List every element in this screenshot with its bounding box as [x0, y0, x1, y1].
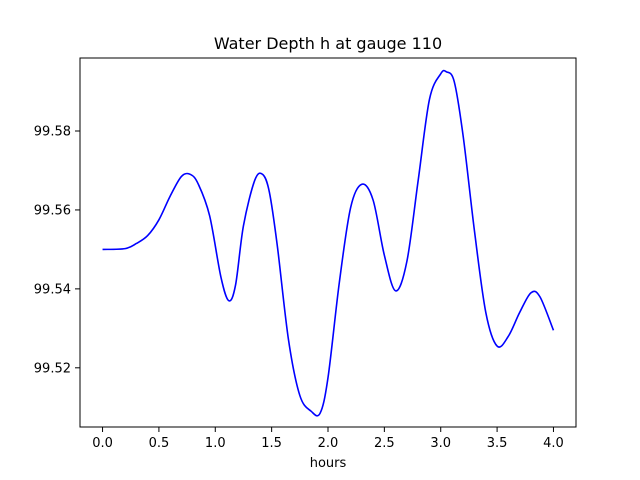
plot-frame: [79, 57, 577, 428]
y-tick-label: 99.56: [34, 203, 71, 218]
x-tick-label: 1.5: [261, 436, 282, 451]
series-line-0: [102, 69, 555, 417]
x-tick-label: 3.5: [487, 436, 508, 451]
plot-area: [102, 69, 555, 417]
x-tick-label: 1.0: [205, 436, 226, 451]
y-tick-label: 99.58: [34, 125, 71, 140]
x-tick-label: 0.0: [92, 436, 113, 451]
x-tick-label: 2.5: [374, 436, 395, 451]
x-tick-label: 3.0: [430, 436, 451, 451]
x-axis: 0.0 0.5 1.0 1.5 2.0 2.5 3.0 3.5 4.0: [92, 427, 564, 451]
y-axis: 99.52 99.54 99.56 99.58: [34, 125, 80, 376]
x-tick-label: 2.0: [318, 436, 339, 451]
x-tick-label: 4.0: [543, 436, 564, 451]
chart-title: Water Depth h at gauge 110: [214, 34, 442, 53]
y-tick-label: 99.54: [34, 282, 71, 297]
x-axis-label: hours: [310, 456, 347, 471]
x-tick-label: 0.5: [149, 436, 170, 451]
y-tick-label: 99.52: [34, 361, 71, 376]
